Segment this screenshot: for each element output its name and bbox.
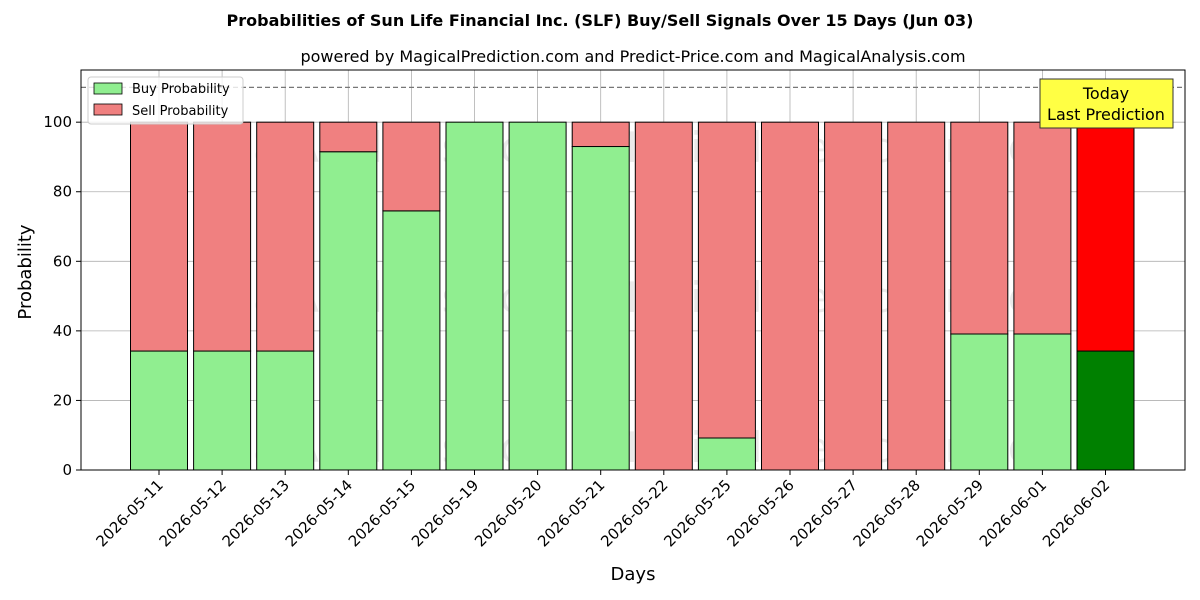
chart-title: Probabilities of Sun Life Financial Inc.… xyxy=(227,11,974,30)
bar-buy xyxy=(445,121,504,471)
legend: Buy Probability Sell Probability xyxy=(87,76,244,125)
legend-swatch-buy xyxy=(93,82,123,95)
annotation-line-2: Last Prediction xyxy=(1047,105,1165,124)
legend-swatch-sell xyxy=(93,103,123,116)
bar-sell xyxy=(950,121,1009,335)
bar-sell xyxy=(634,121,693,471)
bar-sell xyxy=(697,121,756,439)
bar-sell xyxy=(761,121,819,471)
x-tick-label: 2026-05-27 xyxy=(787,476,861,550)
x-tick-label: 2026-05-14 xyxy=(282,476,356,550)
x-tick-label: 2026-05-11 xyxy=(92,476,166,550)
bar-buy xyxy=(382,210,441,471)
y-tick-label: 100 xyxy=(43,113,72,131)
bar-sell xyxy=(824,121,883,471)
x-tick-label: 2026-05-25 xyxy=(660,476,734,550)
bar-sell xyxy=(130,121,188,352)
bar-sell xyxy=(887,121,946,471)
y-tick-label: 20 xyxy=(53,391,72,409)
bar-sell xyxy=(319,121,378,153)
y-tick-label: 80 xyxy=(53,183,72,201)
x-tick-label: 2026-05-21 xyxy=(534,476,608,550)
bar-buy xyxy=(1076,350,1135,471)
chart-subtitle: powered by MagicalPrediction.com and Pre… xyxy=(300,47,965,66)
bar-sell xyxy=(193,121,252,352)
y-tick-label: 40 xyxy=(53,322,72,340)
x-tick-label: 2026-05-26 xyxy=(723,476,797,550)
y-tick-label: 60 xyxy=(53,252,72,270)
x-tick-label: 2026-06-01 xyxy=(976,476,1050,550)
bar-buy xyxy=(950,333,1009,471)
legend-frame xyxy=(87,76,244,125)
x-tick-label: 2026-05-13 xyxy=(219,476,293,550)
x-tick-label: 2026-05-12 xyxy=(156,476,230,550)
x-tick-label: 2026-05-20 xyxy=(471,476,545,550)
legend-label-buy: Buy Probability xyxy=(132,82,230,97)
x-tick-label: 2026-05-28 xyxy=(850,476,924,550)
bars xyxy=(130,121,1135,471)
bar-sell xyxy=(571,121,630,148)
bar-sell xyxy=(1076,121,1135,352)
x-tick-label: 2026-05-15 xyxy=(345,476,419,550)
x-tick-label: 2026-06-02 xyxy=(1039,476,1113,550)
y-tick-label: 0 xyxy=(62,461,72,479)
bar-buy xyxy=(697,437,756,471)
bar-buy xyxy=(130,350,188,471)
bar-sell xyxy=(1013,121,1072,335)
bar-buy xyxy=(571,146,630,471)
y-axis-label: Probability xyxy=(15,224,36,319)
bar-buy xyxy=(508,121,567,471)
x-axis-label: Days xyxy=(611,564,656,585)
bar-buy xyxy=(256,350,315,471)
bar-buy xyxy=(1013,333,1072,471)
bar-buy xyxy=(193,350,252,471)
annotation-box xyxy=(1039,78,1174,129)
axes xyxy=(80,69,1186,471)
x-tick-label: 2026-05-29 xyxy=(913,476,987,550)
plot-frame xyxy=(80,69,1186,471)
bar-sell xyxy=(256,121,315,352)
x-tick-label: 2026-05-19 xyxy=(408,476,482,550)
x-tick-label: 2026-05-22 xyxy=(597,476,671,550)
annotation-line-1: Today xyxy=(1082,84,1129,103)
bar-sell xyxy=(382,121,441,212)
legend-label-sell: Sell Probability xyxy=(132,104,229,119)
bar-buy xyxy=(319,151,378,471)
today-annotation: Today Last Prediction xyxy=(1039,78,1174,129)
